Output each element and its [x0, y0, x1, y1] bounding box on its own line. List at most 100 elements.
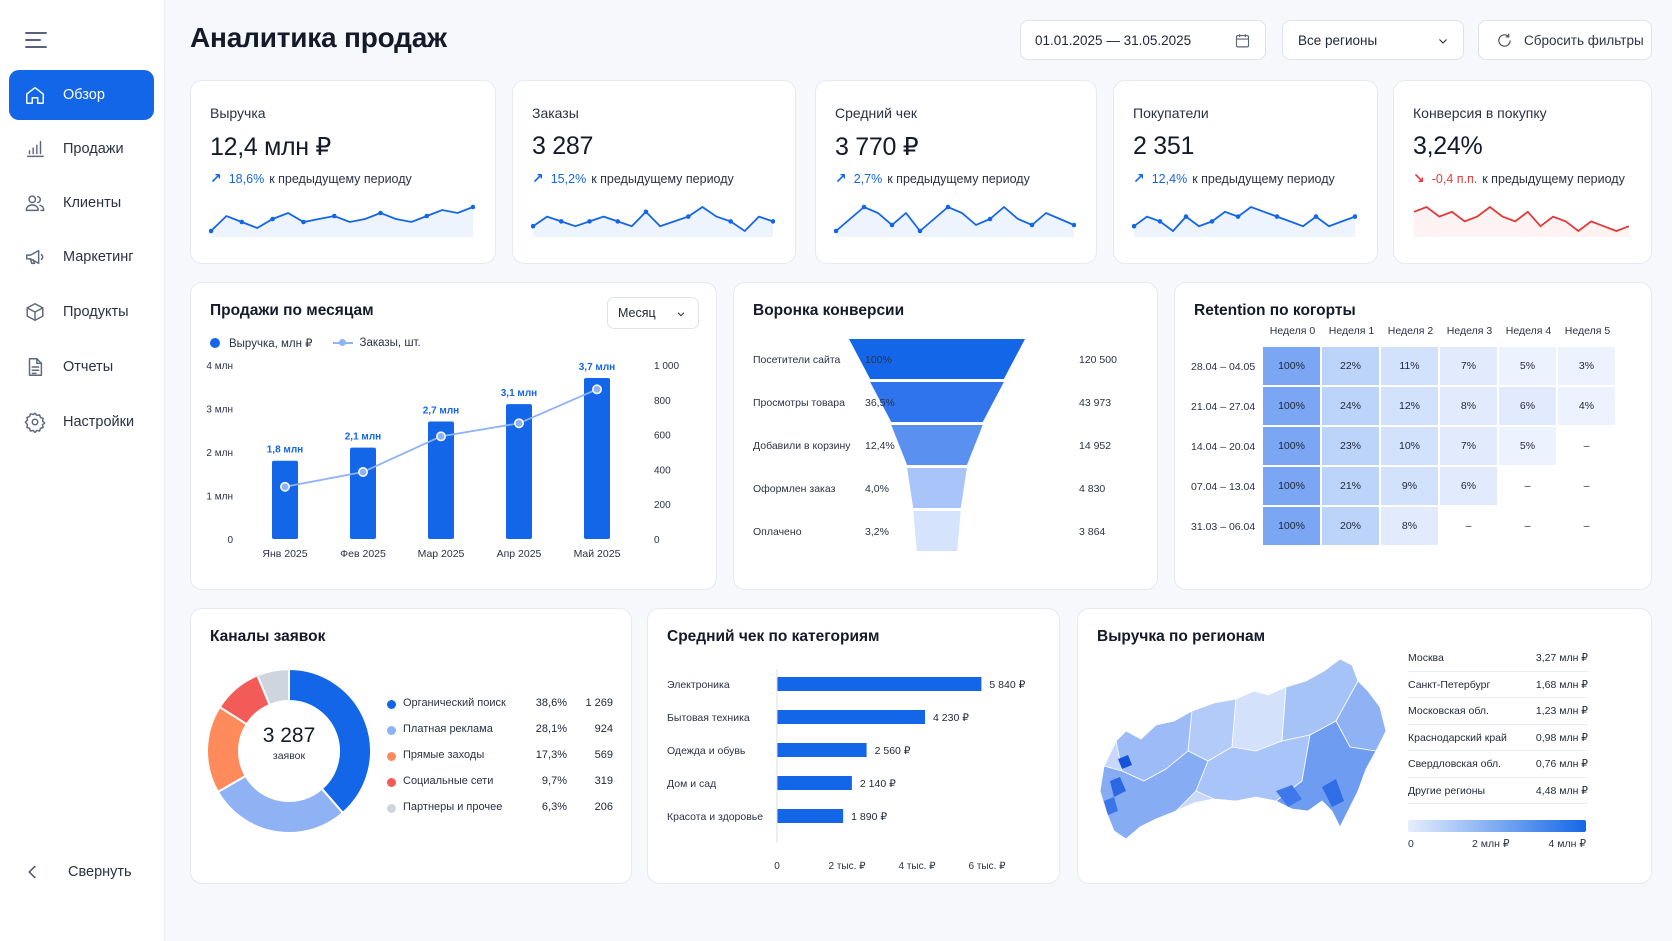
bar-chart-icon [23, 137, 47, 161]
sidebar-item-clients[interactable]: Клиенты [9, 178, 154, 228]
sparkline-point [301, 219, 306, 225]
sparkline-area [1414, 207, 1629, 237]
sparkline-point [1209, 219, 1215, 224]
sparkline-line [532, 205, 774, 233]
legend-pct: 17,3% [535, 749, 567, 761]
funnel-stage [907, 468, 967, 508]
sidebar-item-overview[interactable]: Обзор [9, 70, 154, 120]
card-title: Выручка по регионам [1097, 628, 1266, 645]
sparkline-point [1157, 219, 1163, 224]
retention-cell: 6% [1499, 387, 1556, 425]
retention-cell: 7% [1440, 347, 1497, 385]
retention-cell: 8% [1440, 387, 1497, 425]
chevron-left-icon [28, 865, 36, 879]
region-select[interactable]: Все регионы [1282, 20, 1464, 60]
region-value: 1,68 млн ₽ [1535, 678, 1588, 691]
sidebar-item-marketing[interactable]: Маркетинг [9, 232, 154, 282]
kpi-delta: ↗ 2,7% к предыдущему периоду [835, 170, 1030, 187]
sparkline-point [1274, 214, 1280, 219]
category-bar [777, 710, 926, 724]
retention-cell: 23% [1322, 427, 1379, 465]
menu-icon[interactable] [25, 32, 47, 50]
legend-revenue-swatch [210, 338, 220, 348]
category-bar [777, 776, 852, 790]
category-bar-chart: Электроника 5 840 ₽ Бытовая техника 4 230 ₽… [667, 669, 1026, 872]
y-tick-right: 0 [654, 535, 660, 546]
kpi-sparkline [531, 205, 775, 237]
legend-count: 569 [594, 749, 613, 761]
period-select[interactable]: Месяц [607, 297, 699, 329]
sidebar-item-label: Маркетинг [63, 249, 134, 265]
kpi-delta: ↗ 12,4% к предыдущему периоду [1133, 170, 1335, 187]
sidebar-item-label: Клиенты [63, 195, 122, 211]
retention-card: Retention по когорты Неделя 0 Неделя 1 Нед… [1174, 282, 1652, 590]
region-name: Свердловская обл. [1408, 758, 1502, 770]
kpi-delta: ↗ 18,6% к предыдущему периоду [210, 170, 412, 187]
kpi-title: Выручка [210, 105, 266, 121]
chevron-down-icon [1439, 39, 1447, 44]
kpi-value: 3 770 ₽ [835, 133, 919, 161]
date-range-picker[interactable]: 01.01.2025 — 31.05.2025 [1020, 20, 1266, 60]
orders-point [436, 431, 446, 442]
sparkline-point [917, 228, 923, 234]
trend-up-icon: ↗ [210, 170, 222, 186]
sidebar-item-sales[interactable]: Продажи [9, 124, 154, 174]
funnel-stage-count: 14 952 [1079, 440, 1111, 452]
sparkline-line [835, 205, 1075, 233]
kpi-title: Конверсия в покупку [1413, 105, 1547, 121]
funnel-stage-pct: 3,2% [865, 526, 889, 538]
legend-pct: 28,1% [535, 723, 567, 735]
kpi-card: Средний чек 3 770 ₽ ↗ 2,7% к предыдущему пер… [815, 80, 1097, 264]
sparkline-point [1313, 214, 1319, 219]
sparkline-point [770, 219, 775, 224]
collapse-button[interactable]: Свернуть [24, 863, 132, 881]
card-title: Средний чек по категориям [667, 628, 880, 645]
sparkline-point [424, 213, 430, 219]
region-name: Санкт-Петербург [1408, 678, 1491, 691]
legend-count: 319 [594, 775, 613, 787]
category-value: 4 230 ₽ [933, 712, 969, 724]
revenue-bar [428, 421, 454, 539]
retention-cell: 6% [1440, 467, 1497, 505]
legend-swatch [387, 726, 396, 735]
trend-down-icon: ↘ [1413, 170, 1425, 186]
legend-orders-label: Заказы, шт. [359, 337, 421, 349]
kpi-card: Выручка 12,4 млн ₽ ↗ 18,6% к предыдущему пер… [190, 80, 496, 264]
sparkline-point [728, 219, 733, 224]
funnel-stage [870, 382, 1004, 422]
sidebar-item-settings[interactable]: Настройки [9, 397, 154, 447]
x-tick: Май 2025 [574, 548, 621, 560]
legend-swatch [387, 778, 396, 787]
retention-week-header: Неделя 1 [1328, 325, 1375, 337]
retention-cell: 100% [1263, 467, 1320, 505]
retention-cell: 24% [1322, 387, 1379, 425]
document-icon [23, 355, 47, 379]
x-tick: Мар 2025 [418, 548, 465, 560]
sidebar-item-reports[interactable]: Отчеты [9, 342, 154, 392]
kpi-card: Покупатели 2 351 ↗ 12,4% к предыдущему перио… [1113, 80, 1378, 264]
kpi-card: Заказы 3 287 ↗ 15,2% к предыдущему периоду [512, 80, 796, 264]
region-row: Санкт-Петербург 1,68 млн ₽ [1408, 672, 1588, 698]
region-name: Другие регионы [1408, 784, 1486, 797]
legend-label: Платная реклама [403, 723, 493, 735]
retention-week-header: Неделя 2 [1387, 325, 1434, 337]
sparkline-area [533, 207, 773, 237]
category-label: Дом и сад [667, 778, 716, 790]
kpi-title: Покупатели [1133, 105, 1209, 121]
kpi-delta-value: -0,4 п.п. [1431, 171, 1478, 186]
kpi-sparkline [1132, 205, 1357, 237]
region-value: 0,76 млн ₽ [1535, 758, 1588, 770]
kpi-sparkline [209, 204, 475, 237]
sparkline-line [1133, 205, 1356, 233]
bar-value-label: 1,8 млн [267, 445, 303, 456]
region-name: Москва [1408, 652, 1444, 664]
donut-center: 3 287 заявок [229, 724, 349, 762]
reset-filters-label: Сбросить фильтры [1524, 32, 1644, 48]
reset-filters-button[interactable]: Сбросить фильтры [1478, 20, 1652, 60]
kpi-delta-suffix: к предыдущему периоду [887, 171, 1030, 186]
sidebar-item-products[interactable]: Продукты [9, 287, 154, 337]
retention-cell: 5% [1499, 347, 1556, 385]
sparkline-point [1132, 223, 1137, 229]
sparkline-point [531, 223, 536, 229]
bar-value-label: 3,1 млн [501, 388, 537, 399]
